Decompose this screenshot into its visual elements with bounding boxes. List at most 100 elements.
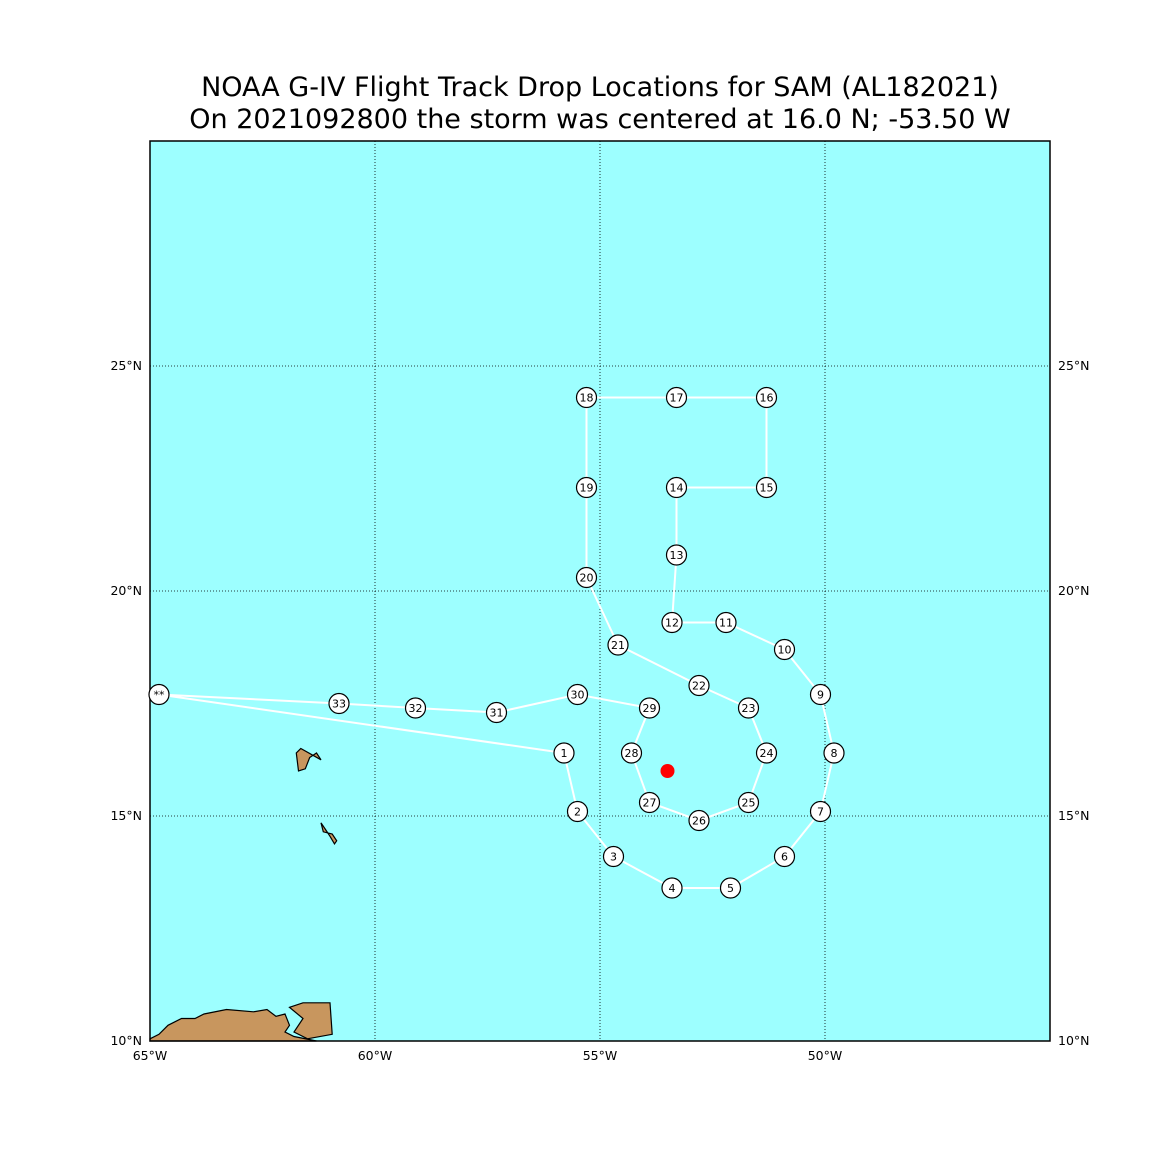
lat-tick-label-right: 15°N <box>1058 808 1090 823</box>
drop-marker: 5 <box>719 877 742 899</box>
drop-marker-label: 12 <box>665 617 679 630</box>
drop-marker: 7 <box>809 800 832 823</box>
drop-marker-circle <box>773 845 796 868</box>
drop-marker: 16 <box>755 386 778 409</box>
drop-marker: 30 <box>566 683 589 706</box>
drop-marker-circle <box>809 683 832 706</box>
drop-marker-label: 1 <box>561 747 568 760</box>
drop-marker: 3 <box>602 845 625 868</box>
axis-tick-labels: 65°W 60°W 55°W 50°W 10°N 10°N 15°N 15°N 20°N 20°N… <box>110 358 1089 1063</box>
drop-marker-circle <box>575 476 598 499</box>
title-line-2: On 2021092800 the storm was centered at … <box>189 104 1011 135</box>
drop-marker-label: 29 <box>643 702 657 715</box>
drop-marker-label: 23 <box>742 702 756 715</box>
lat-tick-label-right: 20°N <box>1058 583 1090 598</box>
start-marker-label: ** <box>154 689 166 702</box>
drop-marker-circle <box>566 800 589 823</box>
drop-marker-circle <box>755 476 778 499</box>
drop-marker: 25 <box>737 791 760 814</box>
drop-marker-circle <box>773 638 796 661</box>
drop-marker: 23 <box>737 697 760 719</box>
lat-tick-label-right: 10°N <box>1058 1033 1090 1048</box>
lat-tick-label-left: 15°N <box>110 808 142 823</box>
drop-marker: 31 <box>485 701 508 724</box>
drop-marker: 14 <box>665 476 688 499</box>
drop-marker-circle <box>737 697 760 719</box>
drop-marker-label: 6 <box>781 851 788 864</box>
storm-center-marker <box>660 764 675 778</box>
drop-marker-circle <box>688 674 710 697</box>
land-venezuela-coast <box>149 1008 317 1042</box>
drop-marker-label: 8 <box>831 747 838 760</box>
drop-marker-label: 7 <box>817 806 824 819</box>
drop-marker: 12 <box>661 611 683 634</box>
map-frame <box>149 140 1051 1042</box>
drop-marker-label: 4 <box>669 882 676 895</box>
drop-marker-circle <box>404 697 427 719</box>
drop-marker-label: 21 <box>611 639 625 652</box>
lon-tick-label: 55°W <box>583 1048 618 1063</box>
lat-tick-label-left: 25°N <box>110 358 142 373</box>
drop-marker-label: 25 <box>742 797 756 810</box>
drop-marker-label: 22 <box>692 680 706 693</box>
drop-marker: 8 <box>823 742 845 764</box>
title-line-1: NOAA G-IV Flight Track Drop Locations fo… <box>201 72 999 103</box>
grid-lines <box>150 141 1050 1041</box>
drop-marker-label: 27 <box>643 797 657 810</box>
drop-marker: 6 <box>773 845 796 868</box>
start-marker: ** <box>148 683 170 706</box>
start-marker-circle <box>148 683 170 706</box>
land-martinique <box>320 822 338 846</box>
drop-marker: 11 <box>715 611 737 634</box>
lon-tick-label: 50°W <box>808 1048 843 1063</box>
drop-marker: 20 <box>575 566 598 589</box>
drop-marker-label: 16 <box>760 392 774 405</box>
drop-marker-circle <box>665 476 688 499</box>
drop-marker-label: 17 <box>670 392 684 405</box>
drop-marker-label: 32 <box>409 702 423 715</box>
drop-marker-circle <box>661 877 683 899</box>
drop-marker: 18 <box>575 386 598 409</box>
drop-marker-label: 24 <box>760 747 774 760</box>
drop-marker: 28 <box>620 742 643 764</box>
drop-marker-circle <box>553 742 575 764</box>
drop-marker-circle <box>328 692 350 715</box>
drop-marker-label: 19 <box>580 482 594 495</box>
drop-marker-circle <box>755 386 778 409</box>
drop-marker-circle <box>485 701 508 724</box>
drop-marker-circle <box>566 683 589 706</box>
drop-marker-circle <box>638 697 661 719</box>
drop-marker-circle <box>755 742 778 764</box>
drop-marker-label: 28 <box>625 747 639 760</box>
drop-marker: 21 <box>607 634 629 656</box>
drop-marker: 9 <box>809 683 832 706</box>
lon-tick-label: 60°W <box>358 1048 393 1063</box>
drop-marker-label: 10 <box>778 644 792 657</box>
land-layer <box>149 747 338 1042</box>
drop-marker-label: 3 <box>610 851 617 864</box>
drop-marker-label: 15 <box>760 482 774 495</box>
drop-marker: 27 <box>638 791 661 814</box>
drop-marker-label: 20 <box>580 572 594 585</box>
drop-marker-label: 33 <box>332 698 346 711</box>
drop-marker-circle <box>737 791 760 814</box>
drop-marker: 15 <box>755 476 778 499</box>
drop-marker-label: 26 <box>692 815 706 828</box>
drop-marker-label: 5 <box>727 882 734 895</box>
drop-marker: 32 <box>404 697 427 719</box>
drop-marker-label: 2 <box>574 806 581 819</box>
drop-marker-circle <box>602 845 625 868</box>
drop-marker: 17 <box>665 386 688 409</box>
drop-marker-circle <box>575 386 598 409</box>
drop-marker-circle <box>809 800 832 823</box>
drop-marker: 10 <box>773 638 796 661</box>
drop-marker-circle <box>665 386 688 409</box>
drop-marker-label: 14 <box>670 482 684 495</box>
drop-marker-circle <box>823 742 845 764</box>
drop-marker: 13 <box>665 544 688 566</box>
drop-marker: 26 <box>688 809 710 832</box>
drop-marker-label: 30 <box>571 689 585 702</box>
drop-marker: 2 <box>566 800 589 823</box>
drop-marker-circle <box>715 611 737 634</box>
